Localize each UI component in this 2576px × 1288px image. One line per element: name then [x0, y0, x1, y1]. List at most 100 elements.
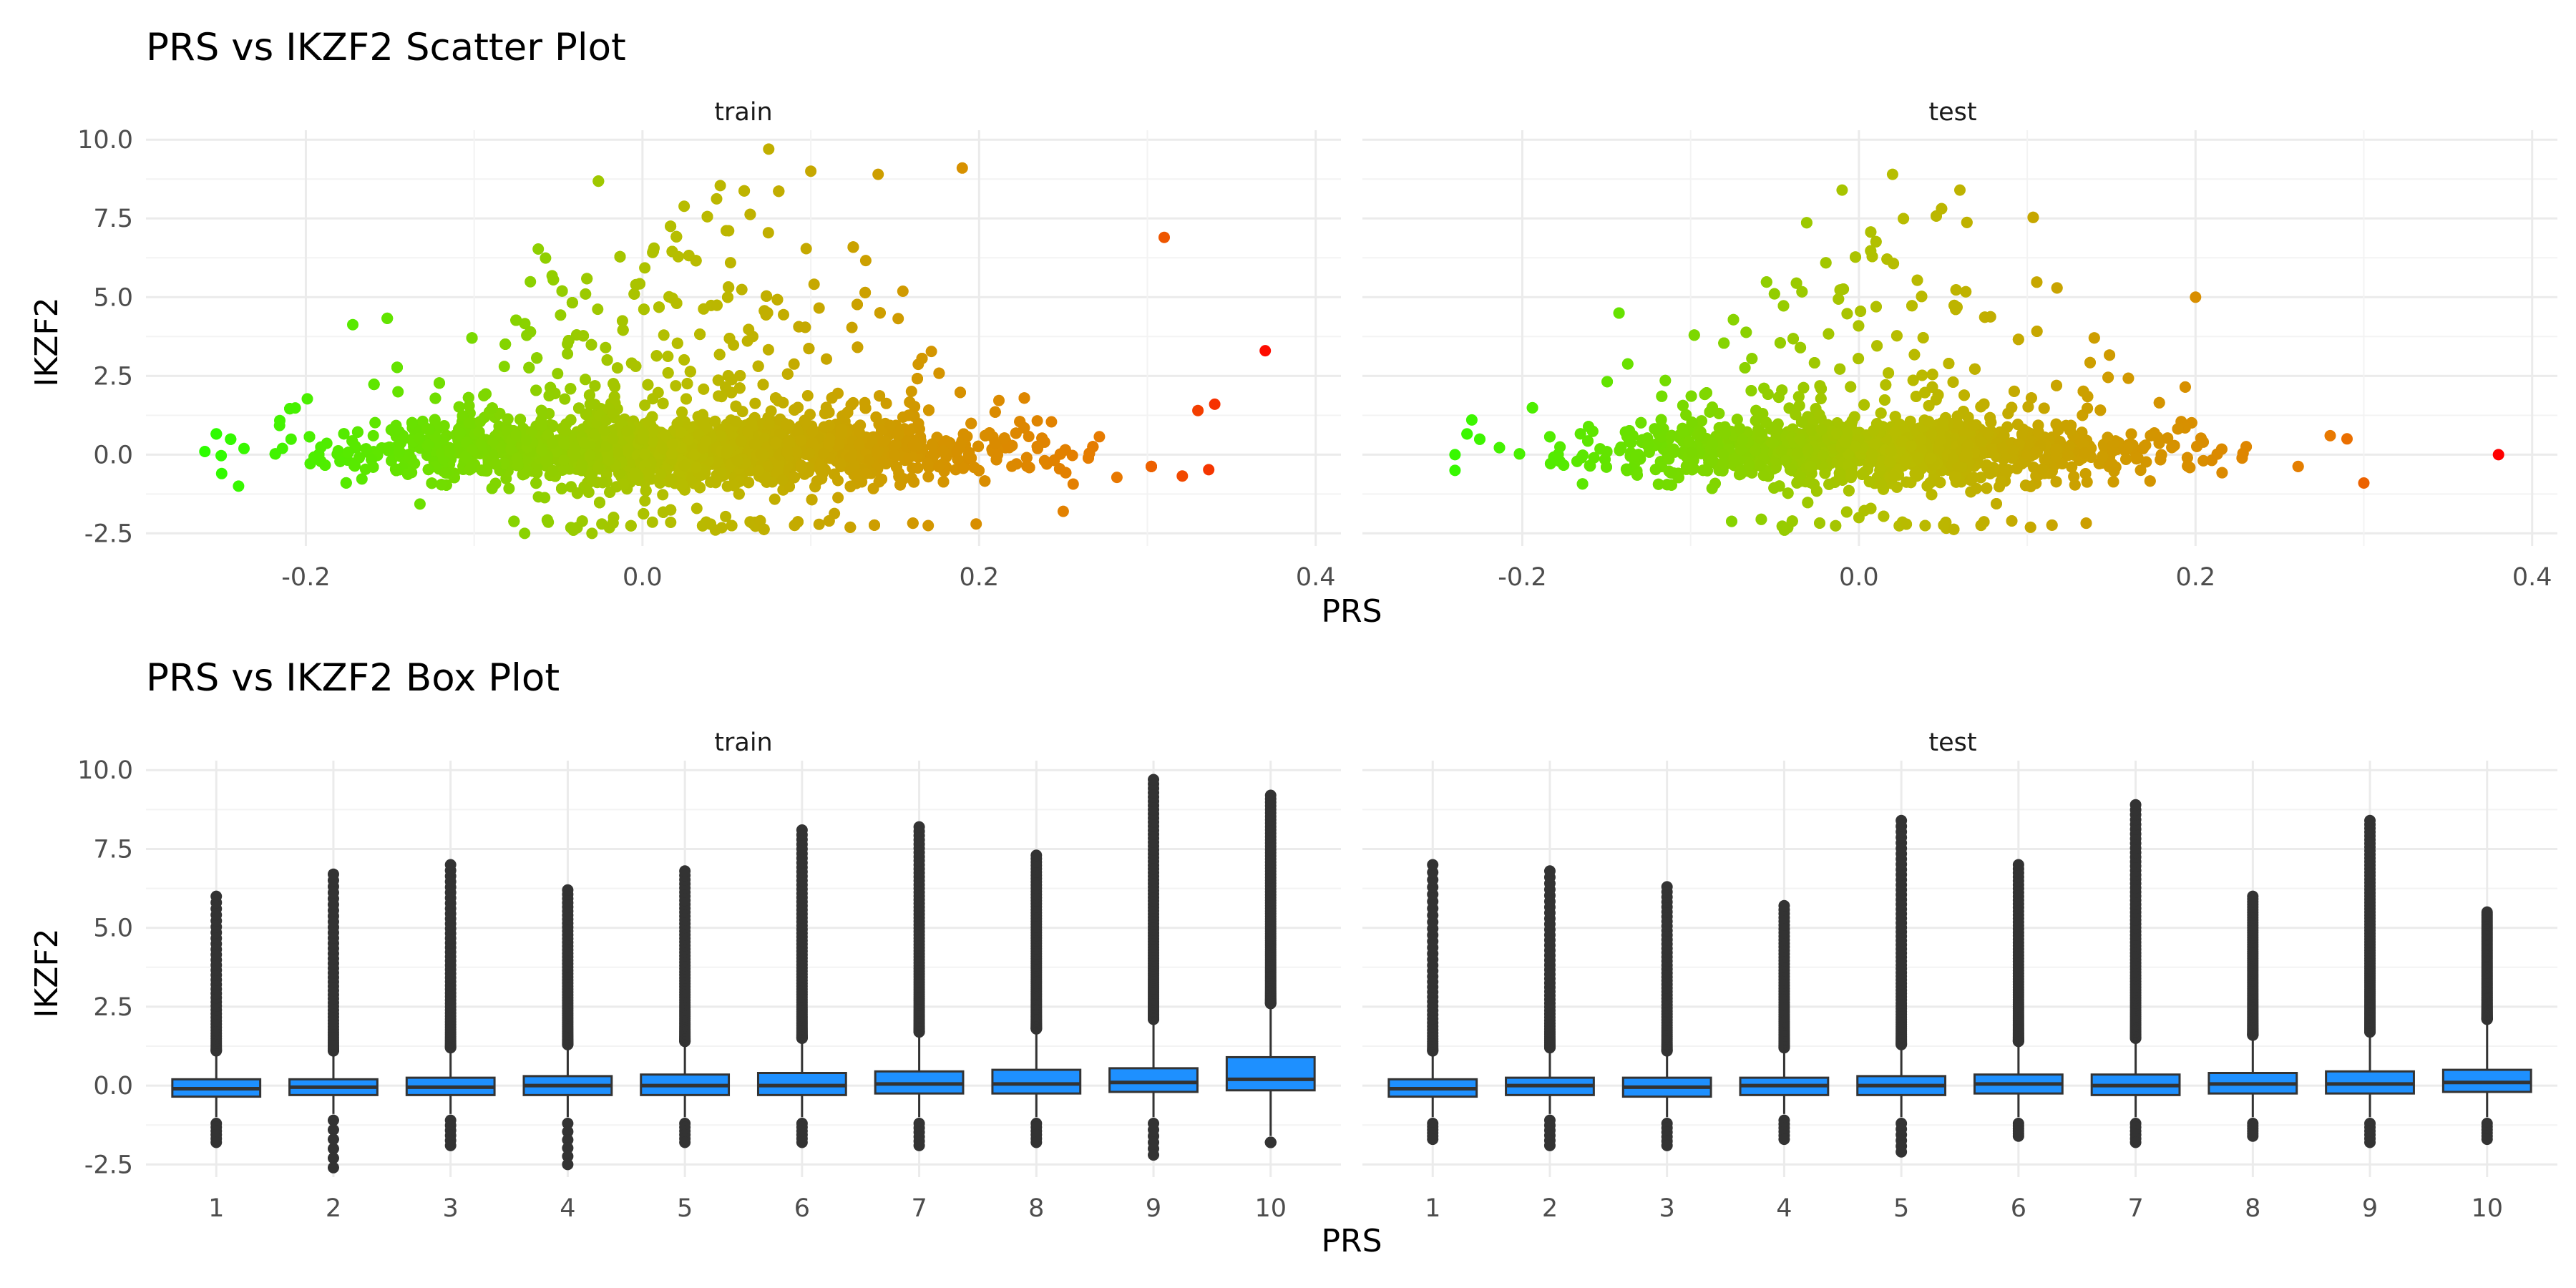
scatter-point [989, 406, 1001, 418]
facet-strip-train: train [714, 98, 772, 127]
scatter-point [1031, 415, 1043, 427]
scatter-point [955, 386, 966, 399]
scatter-point [821, 353, 832, 365]
scatter-point [658, 329, 670, 341]
scatter-point [736, 283, 748, 296]
scatter-point [303, 431, 316, 443]
scatter-point [832, 492, 844, 504]
scatter-point [556, 285, 568, 297]
scatter-point [429, 392, 441, 404]
scatter-point [670, 380, 682, 392]
scatter-point [870, 411, 882, 423]
scatter-point [486, 482, 498, 494]
scatter-point [730, 400, 742, 412]
scatter-point [714, 180, 726, 192]
scatter-point [498, 361, 510, 373]
scatter-point [367, 429, 379, 441]
scatter-point [922, 519, 935, 532]
scatter-point [269, 448, 281, 460]
scatter-point [1018, 392, 1030, 404]
scatter-point [698, 383, 710, 395]
scatter-point [771, 293, 784, 306]
scatter-point [912, 462, 924, 474]
scatter-point [284, 403, 296, 415]
scatter-point [285, 433, 297, 445]
scatter-point [874, 307, 886, 319]
scatter-point [540, 252, 552, 264]
scatter-point [665, 220, 677, 233]
scatter-point [466, 332, 478, 344]
scatter-point [657, 489, 669, 501]
scatter-point [763, 419, 775, 431]
scatter-point [1111, 472, 1123, 484]
scatter-point [444, 446, 456, 458]
scatter-point [347, 318, 358, 331]
scatter-point [743, 477, 755, 489]
scatter-point [691, 502, 703, 514]
scatter-point [897, 286, 909, 297]
scatter-point [381, 312, 394, 324]
scatter-point [562, 348, 574, 360]
scatter-point [711, 192, 723, 205]
scatter-point [348, 459, 361, 472]
scatter-point [937, 476, 950, 488]
scatter-point [638, 508, 650, 519]
scatter-point [957, 462, 970, 474]
scatter-point [761, 290, 773, 302]
scatter-point [525, 326, 537, 338]
scatter-point [562, 335, 575, 346]
scatter-point [803, 343, 815, 355]
scatter-point [429, 414, 441, 426]
scatter-point [625, 519, 637, 532]
scatter-point [584, 399, 596, 410]
scatter-point [502, 413, 514, 425]
scatter-point [714, 467, 726, 479]
scatter-point [712, 374, 724, 386]
scatter-point [594, 497, 605, 509]
scatter-point [392, 386, 404, 398]
scatter-point [476, 464, 488, 477]
scatter-point [585, 338, 597, 351]
scatter-point [733, 382, 746, 394]
scatter-point [607, 517, 619, 529]
scatter-point [499, 338, 512, 350]
scatter-point [639, 399, 651, 411]
scatter-point [744, 208, 756, 220]
scatter-point [884, 419, 897, 431]
scatter-point [646, 516, 658, 528]
scatter-point [1054, 448, 1066, 460]
scatter-point [720, 510, 732, 522]
scatter-point [338, 428, 350, 440]
scatter-point [532, 243, 545, 255]
scatter-point [643, 415, 655, 427]
scatter-point [525, 275, 537, 288]
scatter-point [907, 517, 919, 530]
scatter-point [799, 321, 811, 333]
scatter-point [880, 397, 892, 409]
scatter-point [215, 449, 228, 462]
scatter-point [630, 360, 642, 372]
scatter-point [723, 333, 736, 344]
scatter-point [680, 393, 692, 405]
scatter-point [648, 245, 659, 257]
scatter-point [671, 337, 683, 349]
scatter-point [654, 477, 666, 489]
scatter-point [566, 297, 578, 308]
scatter-point [413, 432, 425, 444]
scatter-point [592, 175, 605, 187]
scatter-point [1060, 467, 1072, 479]
scatter-point [382, 444, 394, 457]
scatter-point [678, 200, 691, 213]
scatter-point [530, 384, 542, 396]
scatter-point [859, 286, 872, 298]
scatter-point [893, 471, 905, 482]
scatter-point [519, 318, 531, 330]
scatter-point [922, 457, 934, 469]
scatter-point [580, 374, 591, 386]
scatter-point [859, 402, 872, 414]
scatter-point [762, 343, 774, 356]
scatter-point [582, 487, 595, 498]
scatter-point [801, 390, 814, 401]
scatter-point [604, 486, 616, 498]
